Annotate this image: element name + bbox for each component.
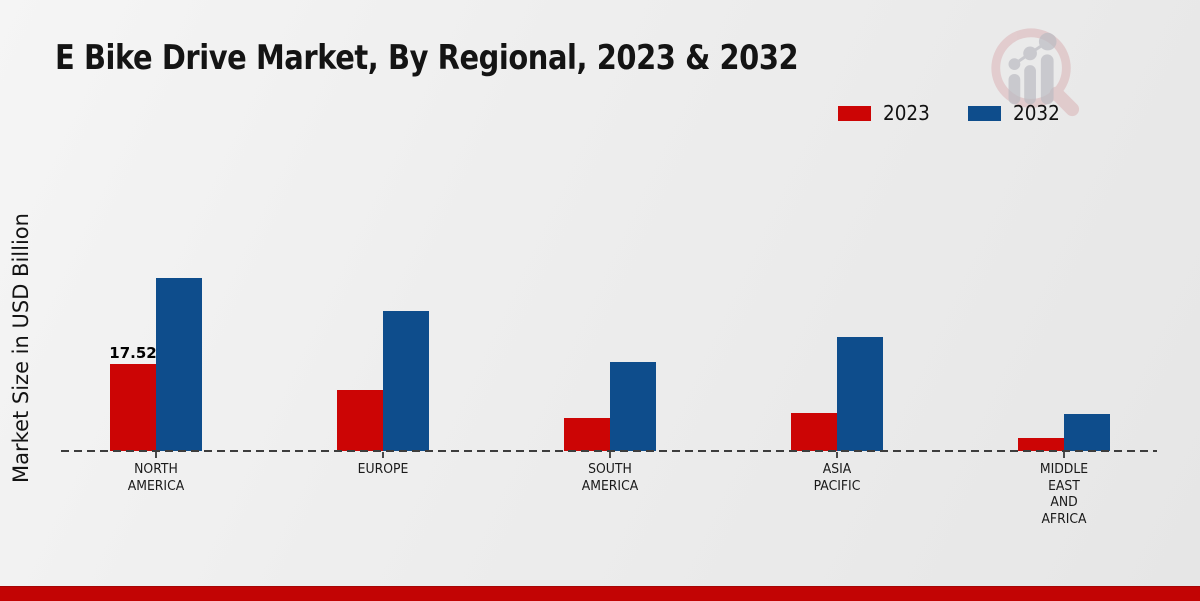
legend-label-2032: 2032 xyxy=(1012,101,1060,125)
bar-2032-south-america xyxy=(610,362,656,451)
x-axis-tick xyxy=(155,452,157,458)
bar-2023-south-america xyxy=(564,418,610,451)
bar-2032-asia-pacific xyxy=(837,337,883,451)
category-label-south-america: SOUTH AMERICA xyxy=(582,461,639,494)
bar-2032-north-america xyxy=(156,278,202,451)
legend: 2023 2032 xyxy=(838,101,1064,125)
x-axis-tick xyxy=(836,452,838,458)
category-label-asia-pacific: ASIA PACIFIC xyxy=(814,461,861,494)
legend-swatch-2023 xyxy=(838,105,871,121)
category-label-line: AMERICA xyxy=(581,477,639,494)
bar-2023-europe xyxy=(337,390,383,451)
legend-label-2023: 2023 xyxy=(883,101,930,125)
bar-2023-north-america xyxy=(110,364,156,451)
category-label-line: PACIFIC xyxy=(813,477,861,494)
legend-item-2032: 2032 xyxy=(967,101,1064,125)
category-label-middle-east-and-africa: MIDDLE EAST AND AFRICA xyxy=(1040,461,1088,527)
bar-2032-middle-east-and-africa xyxy=(1064,414,1110,451)
magnifier-chart-logo xyxy=(985,22,1083,120)
footer-accent-bar xyxy=(0,586,1200,601)
x-axis-tick xyxy=(382,452,384,458)
category-label-line: AFRICA xyxy=(1041,510,1087,527)
legend-swatch-2032 xyxy=(967,105,1001,121)
category-label-line: EAST xyxy=(1048,477,1080,494)
category-label-north-america: NORTH AMERICA xyxy=(128,461,185,494)
bar-2023-asia-pacific xyxy=(791,413,837,451)
bar-value-label: 17.52 xyxy=(109,344,157,362)
bar-2032-europe xyxy=(383,311,429,451)
x-axis-tick xyxy=(609,452,611,458)
category-label-line: MIDDLE xyxy=(1039,461,1089,477)
x-axis-tick xyxy=(1063,452,1065,458)
legend-item-2023: 2023 xyxy=(838,101,934,125)
category-label-line: AMERICA xyxy=(127,477,185,494)
category-label-line: EUROPE xyxy=(357,461,409,477)
category-label-europe: EUROPE xyxy=(358,461,409,478)
x-axis-dashed-line xyxy=(61,450,1157,452)
category-label-line: ASIA xyxy=(822,461,852,477)
bar-2023-middle-east-and-africa xyxy=(1018,438,1064,451)
category-label-line: AND xyxy=(1050,494,1078,510)
category-label-line: NORTH xyxy=(134,461,178,477)
magnifier-chart-logo-svg xyxy=(991,28,1080,117)
chart-title: E Bike Drive Market, By Regional, 2023 &… xyxy=(55,38,799,78)
category-label-line: SOUTH xyxy=(588,461,632,477)
